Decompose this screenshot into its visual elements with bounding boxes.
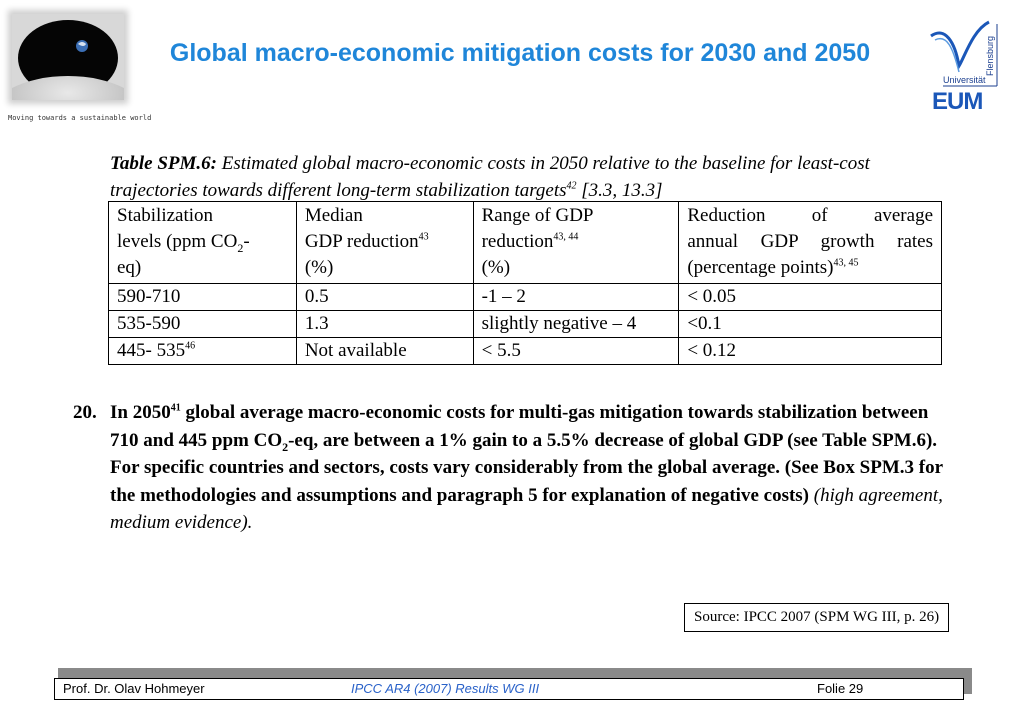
cell-growth: <0.1 — [678, 310, 942, 338]
header-growth-reduction: Reduction of average annual GDP growth r… — [678, 201, 942, 284]
header-stabilization-levels: Stabilization levels (ppm CO2- eq) — [108, 201, 297, 284]
page-title: Global macro-economic mitigation costs f… — [169, 39, 871, 67]
caption-label: Table SPM.6: — [110, 153, 217, 174]
universitat-label: Universität — [943, 75, 986, 85]
university-flensburg-logo-icon: Flensburg — [930, 20, 998, 87]
cell-median: Not available — [295, 337, 474, 365]
cell-range: < 5.5 — [472, 337, 680, 365]
header-median-gdp-reduction: Median GDP reduction43 (%) — [295, 201, 474, 284]
caption-text: Estimated global macro-economic costs in… — [110, 153, 870, 201]
cell-growth: < 0.05 — [678, 283, 942, 311]
cell-level: 445- 53546 — [108, 337, 297, 365]
cell-median: 1.3 — [295, 310, 474, 338]
cell-range: slightly negative – 4 — [472, 310, 680, 338]
spm6-table: Stabilization levels (ppm CO2- eq) Media… — [108, 201, 942, 365]
table-header-row: Stabilization levels (ppm CO2- eq) Media… — [108, 201, 942, 284]
footer-slide-number: Folie 29 — [817, 681, 864, 696]
footer-author: Prof. Dr. Olav Hohmeyer — [63, 681, 205, 696]
cell-range: -1 – 2 — [472, 283, 680, 311]
paragraph-text: In 205041 global average macro-economic … — [110, 402, 943, 534]
cell-level: 535-590 — [108, 310, 297, 338]
table-row: 445- 53546 Not available < 5.5 < 0.12 — [108, 337, 942, 365]
footer-presentation-title: IPCC AR4 (2007) Results WG III — [351, 681, 540, 696]
table-row: 535-590 1.3 slightly negative – 4 <0.1 — [108, 310, 942, 338]
caption-footnote: 42 — [566, 180, 577, 192]
cell-growth: < 0.12 — [678, 337, 942, 365]
caption-refs: [3.3, 13.3] — [581, 180, 663, 201]
cell-level: 590-710 — [108, 283, 297, 311]
tagline: Moving towards a sustainable world — [8, 114, 152, 122]
cell-median: 0.5 — [295, 283, 474, 311]
table-row: 590-710 0.5 -1 – 2 < 0.05 — [108, 283, 942, 311]
confidence-statement: (high agreement, medium evidence). — [110, 484, 943, 534]
table-caption: Table SPM.6: Estimated global macro-econ… — [110, 150, 950, 204]
flensburg-label: Flensburg — [985, 36, 995, 76]
paragraph-number: 20. — [73, 402, 97, 423]
footer-bar: Prof. Dr. Olav Hohmeyer IPCC AR4 (2007) … — [54, 678, 964, 700]
eum-logo-text: EUM — [932, 88, 983, 115]
source-citation: Source: IPCC 2007 (SPM WG III, p. 26) — [684, 603, 950, 632]
earth-from-moon-image — [12, 14, 124, 100]
header-range-gdp-reduction: Range of GDP reduction43, 44 (%) — [472, 201, 680, 284]
spm-paragraph-20: 20. In 205041 global average macro-econo… — [73, 399, 953, 537]
